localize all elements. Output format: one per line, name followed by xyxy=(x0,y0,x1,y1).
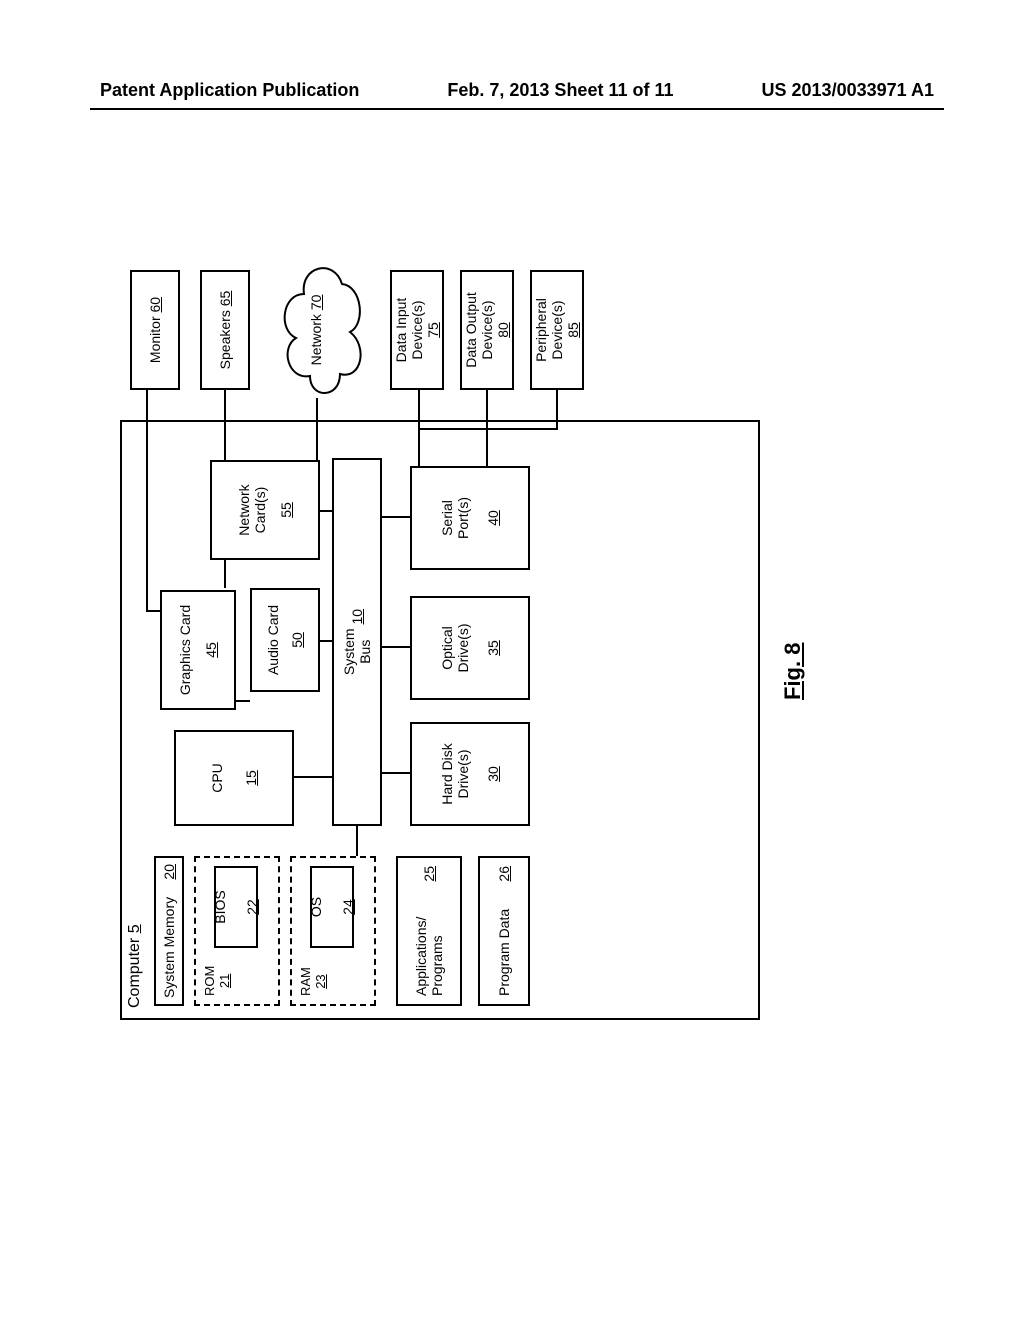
opt-label: Optical Drive(s) xyxy=(439,624,471,673)
computer-label-text: Computer xyxy=(126,938,143,1008)
rom-label-wrap: ROM 21 xyxy=(202,966,232,996)
apps-label: Applications/ Programs xyxy=(413,917,445,996)
conn-mem-bus xyxy=(356,826,358,856)
system-memory-box: System Memory 20 xyxy=(154,856,184,1006)
pdata-box: Program Data 26 xyxy=(478,856,530,1006)
acard-label: Audio Card xyxy=(265,605,281,675)
conn-acard-spk xyxy=(224,390,226,460)
ram-label-wrap: RAM 23 xyxy=(298,967,328,996)
rom-label: ROM xyxy=(202,966,217,996)
network-text-wrap: Network 70 xyxy=(308,256,324,404)
acard-box: Audio Card 50 xyxy=(250,588,320,692)
computer-label: Computer 5 xyxy=(126,924,144,1008)
speakers-ref: 65 xyxy=(217,291,233,307)
network-label: Network xyxy=(308,314,324,365)
bios-label: BIOS xyxy=(212,890,228,923)
serial-box: Serial Port(s) 40 xyxy=(410,466,530,570)
system-memory-label: System Memory xyxy=(161,897,177,998)
gcard-box: Graphics Card 45 xyxy=(160,590,236,710)
os-ref: 24 xyxy=(340,899,356,915)
gcard-label: Graphics Card xyxy=(177,605,193,695)
conn-bus-serial xyxy=(382,516,410,518)
os-label: OS xyxy=(308,897,324,917)
conn-ncard-bus xyxy=(320,510,332,512)
conn-bus-opt xyxy=(382,646,410,648)
speakers-label: Speakers xyxy=(217,310,233,369)
ncard-label: Network Card(s) xyxy=(236,484,268,535)
system-memory-ref: 20 xyxy=(161,864,177,880)
ram-ref: 23 xyxy=(313,974,328,988)
dout-box: Data Output Device(s) 80 xyxy=(460,270,514,390)
page: Patent Application Publication Feb. 7, 2… xyxy=(0,0,1024,1320)
header-left: Patent Application Publication xyxy=(100,80,359,101)
ram-label: RAM xyxy=(298,967,313,996)
pdata-ref: 26 xyxy=(496,866,512,882)
sysbus-label: System Bus xyxy=(341,628,373,675)
hdd-label: Hard Disk Drive(s) xyxy=(439,743,471,804)
dout-ref: 80 xyxy=(495,322,511,338)
cpu-ref: 15 xyxy=(243,770,259,786)
speakers-box: Speakers 65 xyxy=(200,270,250,390)
monitor-box: Monitor 60 xyxy=(130,270,180,390)
conn-ncard-net xyxy=(316,398,318,460)
sysbus-box: System Bus 10 xyxy=(332,458,382,826)
din-label: Data Input Device(s) xyxy=(393,298,425,363)
hdd-ref: 30 xyxy=(485,766,501,782)
conn-gcard-acard xyxy=(236,700,250,702)
sysbus-ref: 10 xyxy=(349,609,365,625)
network-ref: 70 xyxy=(308,295,324,311)
conn-gcard-up xyxy=(146,610,160,612)
periph-ref: 85 xyxy=(565,322,581,338)
network-cloud: Network 70 xyxy=(270,256,370,404)
header-rule xyxy=(90,108,944,110)
cpu-box: CPU 15 xyxy=(174,730,294,826)
figure-label: Fig. 8 xyxy=(780,643,806,700)
serial-ref: 40 xyxy=(485,510,501,526)
hdd-box: Hard Disk Drive(s) 30 xyxy=(410,722,530,826)
gcard-ref: 45 xyxy=(203,642,219,658)
ncard-ref: 55 xyxy=(278,502,294,518)
bios-box: BIOS 22 xyxy=(214,866,258,948)
conn-acard-out1 xyxy=(224,560,226,588)
pdata-label: Program Data xyxy=(496,909,512,996)
dout-label: Data Output Device(s) xyxy=(463,292,495,368)
bios-ref: 22 xyxy=(244,899,260,915)
conn-bus-hdd xyxy=(382,772,410,774)
os-box: OS 24 xyxy=(310,866,354,948)
acard-ref: 50 xyxy=(289,632,305,648)
opt-ref: 35 xyxy=(485,640,501,656)
monitor-ref: 60 xyxy=(147,297,163,313)
periph-box: Peripheral Device(s) 85 xyxy=(530,270,584,390)
opt-box: Optical Drive(s) 35 xyxy=(410,596,530,700)
header-right: US 2013/0033971 A1 xyxy=(762,80,934,101)
din-box: Data Input Device(s) 75 xyxy=(390,270,444,390)
monitor-label: Monitor xyxy=(147,316,163,363)
rom-box: ROM 21 BIOS 22 xyxy=(194,856,280,1006)
conn-serial-periph xyxy=(556,390,558,430)
page-header: Patent Application Publication Feb. 7, 2… xyxy=(100,80,934,101)
conn-cpu-bus xyxy=(294,776,332,778)
rom-ref: 21 xyxy=(217,974,232,988)
figure-8: Computer 5 System Memory 20 ROM 21 BIOS … xyxy=(120,260,760,1020)
serial-label: Serial Port(s) xyxy=(439,497,471,539)
conn-serial-vert xyxy=(418,428,558,430)
cpu-label: CPU xyxy=(209,763,225,793)
din-ref: 75 xyxy=(425,322,441,338)
computer-ref: 5 xyxy=(126,924,143,933)
header-center: Feb. 7, 2013 Sheet 11 of 11 xyxy=(447,80,673,101)
ncard-box: Network Card(s) 55 xyxy=(210,460,320,560)
periph-label: Peripheral Device(s) xyxy=(533,298,565,362)
conn-acard-bus xyxy=(320,640,332,642)
ram-box: RAM 23 OS 24 xyxy=(290,856,376,1006)
apps-box: Applications/ Programs 25 xyxy=(396,856,462,1006)
conn-gcard-mon xyxy=(146,390,148,612)
apps-ref: 25 xyxy=(421,866,437,882)
